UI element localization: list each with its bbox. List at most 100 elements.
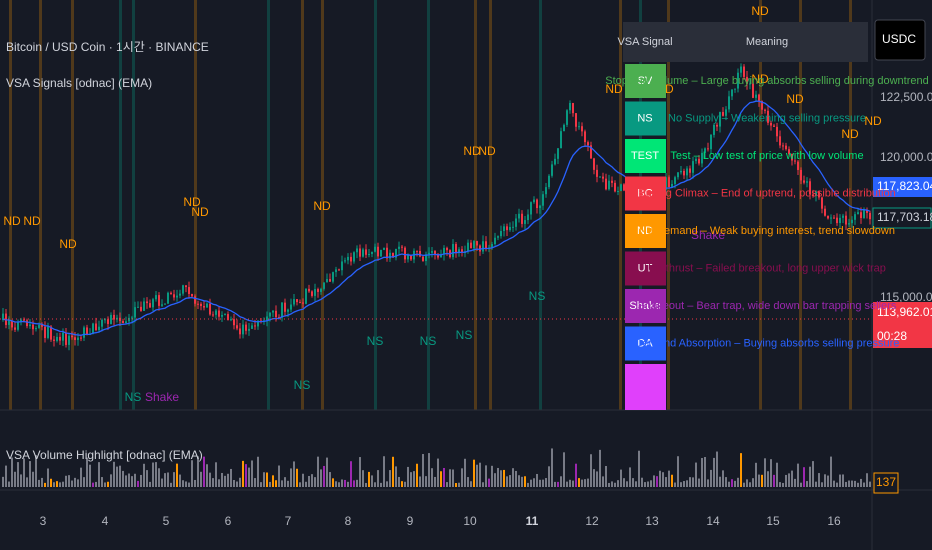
candle-body [65,332,67,345]
volume-bar [779,482,781,487]
candle-body [32,324,34,330]
time-tick: 11 [526,514,539,528]
candle-body [284,302,286,312]
volume-bar [65,475,67,487]
volume-bar [806,481,808,487]
candle-body [71,335,73,338]
volume-bar [500,470,502,487]
candle-body [176,295,178,298]
signal-cell [625,364,666,410]
candle-body [557,148,559,159]
signal-cell [625,251,666,286]
volume-bar [170,482,172,487]
candle-body [821,197,823,209]
signal-band [119,0,122,410]
volume-bar [5,465,7,487]
candle-body [257,320,259,327]
volume-bar [206,464,208,487]
signal-meaning: Stopping Volume – Large buying absorbs s… [605,75,929,87]
candle-body [740,66,742,73]
volume-bar [665,477,667,487]
volume-bar [527,482,529,487]
volume-bar [761,474,763,487]
candle-body [542,194,544,206]
volume-bar [281,480,283,487]
volume-bar [803,467,805,487]
time-tick: 6 [225,514,232,528]
volume-bar [200,471,202,487]
volume-bar [275,480,277,487]
volume-bar [671,474,673,487]
volume-bar [407,466,409,487]
volume-bar [2,476,4,487]
volume-bar [71,480,73,487]
volume-bar [518,475,520,487]
candle-body [299,302,301,304]
volume-bar [374,482,376,487]
candle-body [356,248,358,253]
volume-bar [596,471,598,487]
volume-bar [416,463,418,487]
candle-body [752,83,754,98]
volume-bar [641,477,643,487]
candle-body [836,217,838,224]
candle-body [389,252,391,259]
candle-body [197,303,199,305]
volume-bar [62,481,64,487]
candle-body [425,254,427,262]
volume-bar [224,475,226,487]
candle-body [248,328,250,331]
volume-bar [158,468,160,487]
volume-bar [245,464,247,487]
candle-body [857,212,859,215]
candle-body [467,242,469,252]
candle-body [236,325,238,329]
candle-body [728,96,730,110]
volume-bar [89,464,91,487]
candle-body [173,294,175,298]
countdown: 00:28 [877,329,907,343]
candle-body [227,314,229,320]
volume-bar [392,456,394,487]
candle-body [170,292,172,295]
candle-body [590,145,592,159]
volume-bar [116,466,118,487]
volume-bar [146,470,148,487]
candle-body [344,260,346,262]
volume-bar [737,477,739,487]
volume-bar [686,480,688,487]
volume-bar [98,462,100,487]
candle-body [755,94,757,98]
candle-body [317,289,319,292]
candle-body [767,110,769,123]
volume-bar [551,448,553,487]
candle-body [53,339,55,341]
signal-code: TEST [631,150,659,162]
table-header-bg [623,22,868,62]
volume-bar [830,456,832,487]
volume-bar [635,481,637,487]
volume-bar [257,456,259,487]
signal-meaning: Shakeout – Bear trap, wide down bar trap… [638,300,897,312]
candle-body [74,337,76,341]
candle-body [131,317,133,319]
candle-body [704,148,706,153]
candle-body [581,126,583,132]
volume-bar [77,479,79,487]
candle-body [434,251,436,255]
candle-body [803,180,805,183]
volume-bar [401,481,403,487]
candle-body [149,303,151,308]
volume-bar [17,462,19,487]
candle-body [839,217,841,224]
volume-bar [119,465,121,487]
volume-bar [347,481,349,487]
candle-body [860,212,862,218]
volume-bar [215,462,217,487]
volume-bar [515,470,517,487]
volume-bar [683,481,685,487]
candle-body [743,66,745,77]
candle-body [482,241,484,252]
candle-body [101,319,103,327]
